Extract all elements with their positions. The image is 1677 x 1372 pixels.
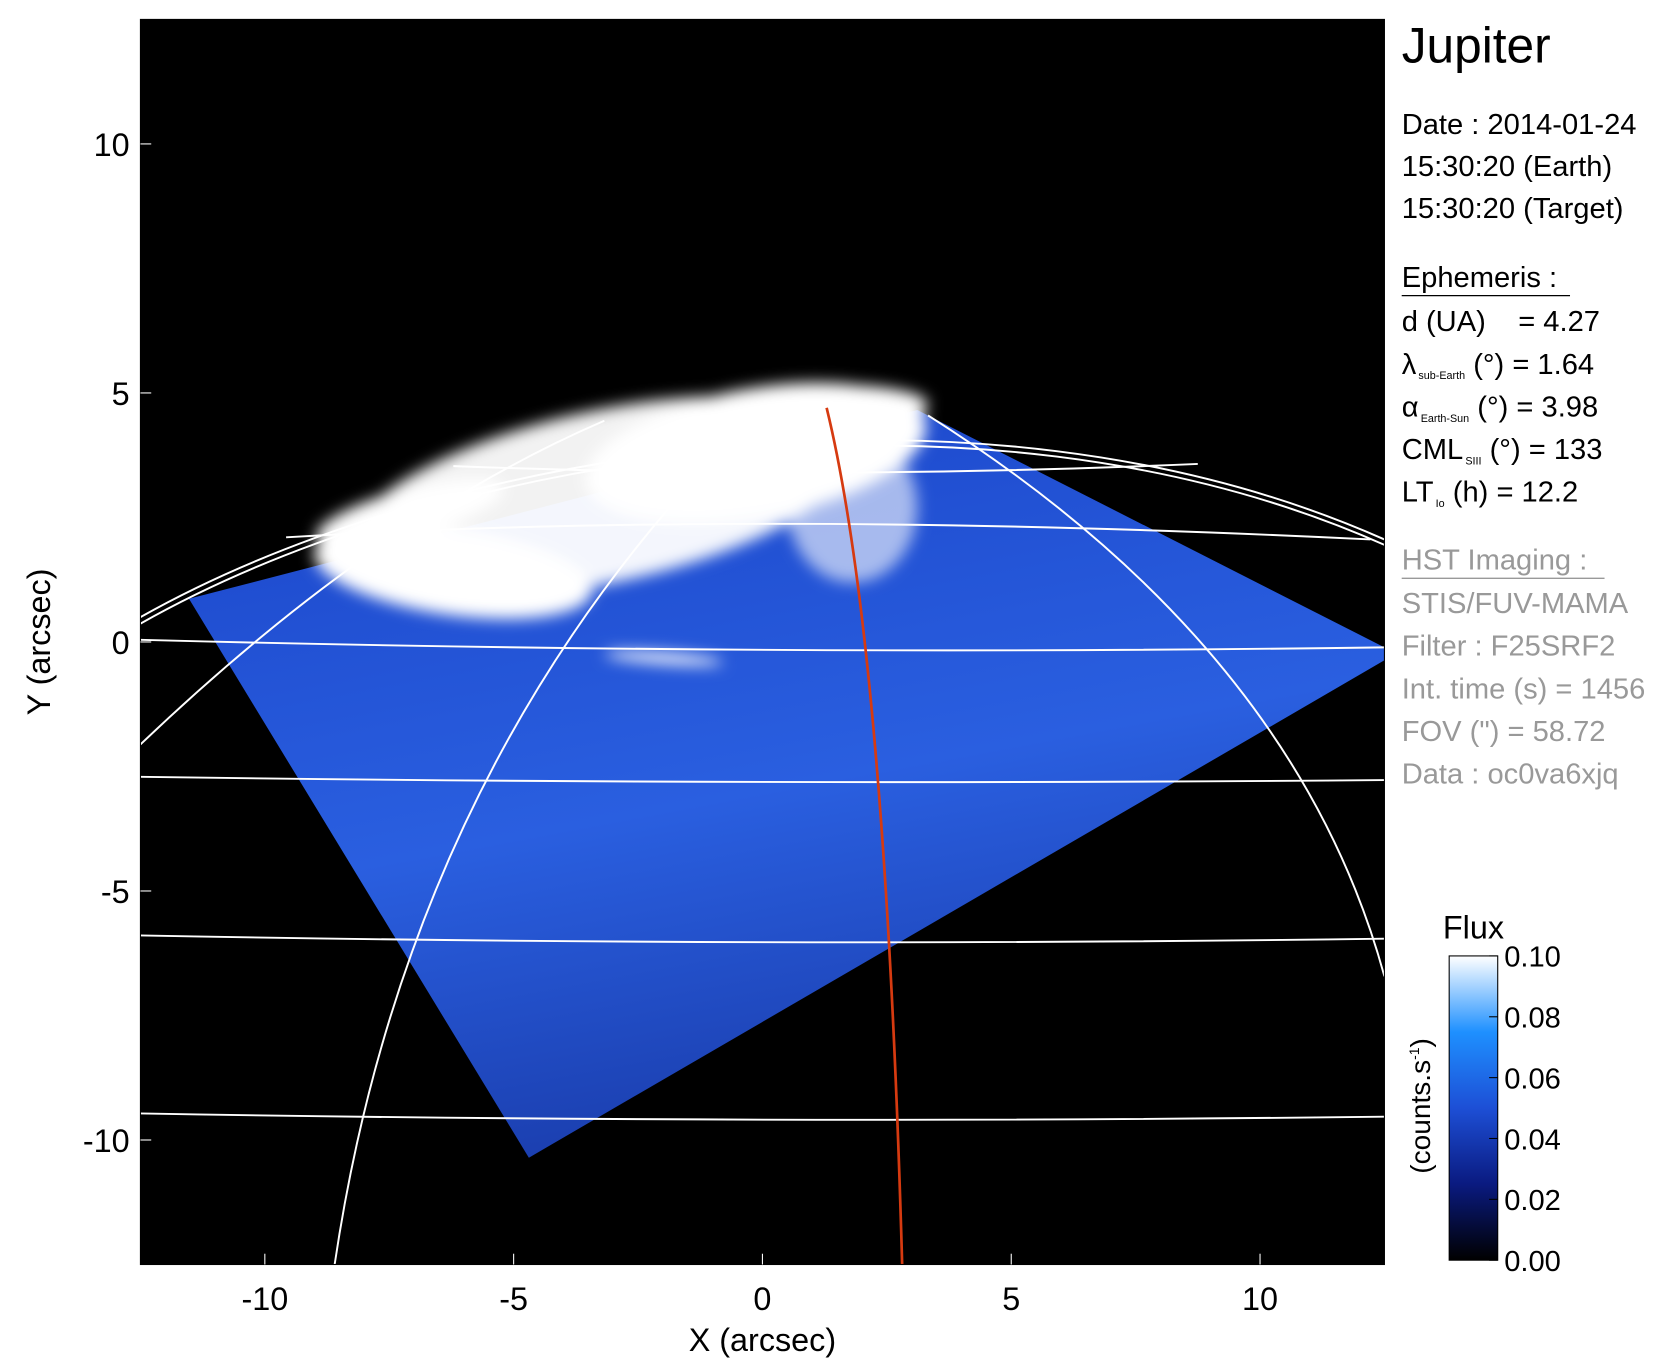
x-tick-label: 5 (1002, 1281, 1020, 1317)
ephemeris-line: LT Io (h) = 12.2 (1402, 477, 1579, 510)
y-axis-label: Y (arcsec) (21, 569, 57, 716)
colorbar-tick-label: 0.10 (1504, 942, 1561, 974)
y-tick-label: -5 (101, 874, 130, 910)
ephemeris-line: CML SIII (°) = 133 (1402, 434, 1603, 467)
ephemeris-line: α Earth-Sun (°) = 3.98 (1402, 391, 1599, 424)
y-tick-label: 0 (112, 625, 130, 661)
text-rest: (h) = 12.2 (1445, 477, 1579, 509)
y-tick-label: 5 (112, 376, 130, 412)
text-main: LT (1402, 477, 1434, 509)
unit-end: ) (1405, 1038, 1436, 1047)
text-rest: (°) = 1.64 (1465, 349, 1594, 381)
text-main: d (UA) = 4.27 (1402, 306, 1600, 338)
colorbar-unit: (counts.s-1) (1405, 1038, 1436, 1174)
colorbar-tick-label: 0.08 (1504, 1003, 1561, 1035)
colorbar-tick-label: 0.04 (1504, 1124, 1561, 1156)
colorbar-tick-label: 0.02 (1504, 1185, 1561, 1217)
footprint-line (825, 407, 904, 1265)
x-tick-label: 0 (753, 1281, 771, 1317)
text-main: α (1402, 391, 1419, 423)
x-tick-label: 10 (1242, 1281, 1278, 1317)
info-line: Date : 2014-01-24 (1402, 109, 1637, 141)
imaging-line: Int. time (s) = 1456 (1402, 673, 1646, 705)
unit-sup: -1 (1406, 1047, 1422, 1060)
ephemeris-title: Ephemeris : (1402, 262, 1557, 294)
ephemeris-line: λ sub-Earth (°) = 1.64 (1402, 349, 1594, 382)
colorbar-tick-label: 0.00 (1504, 1246, 1561, 1278)
graticule (140, 414, 1385, 1265)
colorbar-title: Flux (1443, 910, 1504, 946)
unit-text: (counts.s (1405, 1060, 1436, 1174)
imaging-line: STIS/FUV-MAMA (1402, 588, 1629, 620)
text-sub: sub-Earth (1418, 370, 1465, 382)
imaging-title: HST Imaging : (1402, 545, 1588, 577)
x-tick-label: -5 (499, 1281, 528, 1317)
imaging-line: FOV (") = 58.72 (1402, 716, 1606, 748)
chart-title: Jupiter (1402, 18, 1551, 74)
y-tick-label: -10 (83, 1123, 130, 1159)
text-rest: (°) = 3.98 (1469, 391, 1598, 423)
text-rest: (°) = 133 (1482, 434, 1603, 466)
ephemeris-line: d (UA) = 4.27 (1402, 306, 1600, 338)
info-line: 15:30:20 (Earth) (1402, 151, 1612, 183)
imaging-line: Data : oc0va6xjq (1402, 759, 1619, 791)
text-sub: Earth-Sun (1421, 413, 1469, 425)
colorbar (1448, 955, 1499, 1261)
x-tick-label: -10 (241, 1281, 288, 1317)
text-main: λ (1402, 349, 1417, 381)
colorbar-tick-label: 0.06 (1504, 1063, 1561, 1095)
y-tick-label: 10 (94, 127, 130, 163)
info-line: 15:30:20 (Target) (1402, 193, 1624, 225)
x-axis-label: X (arcsec) (689, 1322, 836, 1358)
text-main: CML (1402, 434, 1464, 466)
text-sub: SIII (1465, 455, 1481, 467)
imaging-line: Filter : F25SRF2 (1402, 631, 1616, 663)
image (140, 19, 1385, 1265)
text-sub: Io (1436, 498, 1445, 510)
